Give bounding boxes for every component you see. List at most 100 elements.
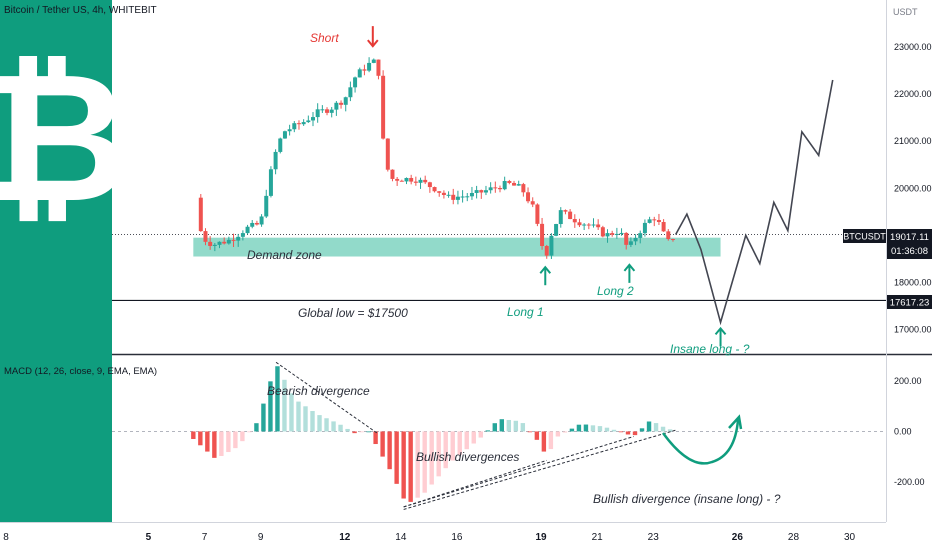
long-arrowhead-icon — [539, 265, 552, 274]
macd-histogram-bar — [212, 431, 217, 458]
candle-body — [236, 236, 241, 241]
candle-body — [357, 69, 362, 78]
candle-body — [245, 226, 250, 234]
candle-body — [638, 233, 643, 238]
candle-body — [315, 109, 320, 118]
time-tick-label: 12 — [339, 532, 351, 543]
candle-body — [516, 184, 521, 186]
candle-body — [441, 192, 446, 196]
long2-label: Long 2 — [597, 284, 634, 298]
candle-body — [254, 222, 259, 225]
candle-body — [554, 224, 559, 236]
global-low-value: 17617.23 — [890, 298, 930, 309]
price-tick-label: 20000.00 — [894, 183, 932, 193]
long1-label: Long 1 — [507, 305, 544, 319]
candle-body — [624, 232, 629, 245]
candle-body — [549, 235, 554, 256]
macd-histogram-bar — [408, 431, 413, 502]
candle-body — [610, 233, 615, 235]
macd-histogram-bar — [548, 431, 554, 450]
candle-body — [250, 222, 255, 227]
candle-body — [432, 187, 437, 192]
candle-body — [544, 246, 549, 256]
macd-histogram-bar — [331, 421, 336, 432]
candle-body — [334, 102, 339, 110]
bullish-divergences-label: Bullish divergences — [416, 450, 519, 464]
candle-body — [614, 233, 619, 235]
current-price-badge: BTCUSDT 19017.11 01:36:08 — [843, 229, 932, 259]
candle-body — [427, 182, 432, 188]
time-tick-label: 16 — [451, 532, 463, 543]
candle-body — [268, 169, 273, 196]
candle-body — [460, 196, 465, 198]
macd-histogram-bar — [492, 423, 497, 432]
price-pane[interactable] — [112, 0, 886, 353]
candle-body — [605, 233, 610, 237]
candle-body — [404, 177, 409, 182]
macd-histogram-bar — [324, 418, 329, 432]
candle-body — [306, 120, 311, 123]
candle-body — [399, 180, 404, 182]
macd-histogram-bar — [667, 429, 673, 432]
candle-body — [647, 219, 652, 223]
candle-body — [395, 178, 400, 181]
macd-histogram-bar — [464, 431, 469, 450]
macd-histogram-bar — [457, 431, 462, 455]
macd-histogram-bar — [247, 431, 252, 433]
macd-histogram-bar — [296, 401, 301, 432]
candle-body — [282, 131, 287, 139]
macd-histogram-bar — [660, 426, 666, 432]
candles-layer — [198, 57, 675, 259]
candle-body — [217, 241, 222, 245]
time-tick-label: 5 — [146, 532, 152, 543]
price-tick-label: 21000.00 — [894, 136, 932, 146]
time-tick-label: 19 — [536, 532, 548, 543]
candle-body — [497, 188, 502, 190]
candle-body — [455, 196, 460, 200]
candle-body — [362, 69, 367, 71]
macd-histogram-bar — [569, 428, 575, 432]
time-axis[interactable]: 8 5 7 9 12 14 16 19 21 23 26 28 30 — [3, 532, 855, 543]
macd-histogram-bar — [240, 431, 245, 442]
candle-body — [642, 222, 647, 234]
demand-zone-box — [193, 237, 721, 257]
macd-histogram-bar — [310, 411, 315, 432]
candle-body — [666, 231, 671, 240]
candle-body — [418, 179, 423, 183]
macd-histogram-bar — [646, 421, 652, 432]
price-tick-label: 18000.00 — [894, 277, 932, 287]
macd-histogram-bar — [436, 431, 441, 477]
macd-histogram-bar — [527, 431, 533, 433]
long-arrowhead-icon — [623, 263, 636, 272]
price-axis[interactable]: 23000.00 22000.00 21000.00 20000.00 18000.00… — [894, 42, 932, 334]
projection-path — [674, 79, 834, 326]
macd-histogram-bar — [254, 423, 259, 432]
symbol-title: Bitcoin / Tether US, 4h, WHITEBIT — [4, 5, 157, 16]
macd-histogram-bar — [618, 431, 624, 433]
candle-body — [437, 191, 442, 193]
demand-zone-label: Demand zone — [247, 248, 322, 262]
macd-histogram-bar — [597, 426, 603, 432]
macd-histogram-bar — [555, 431, 561, 437]
candle-body — [296, 123, 301, 125]
macd-histogram-bar — [632, 431, 638, 436]
candle-body — [409, 177, 414, 182]
candle-body — [633, 237, 638, 242]
global-low-label: Global low = $17500 — [298, 306, 408, 320]
candle-body — [329, 109, 334, 113]
projected-macd-curve — [661, 419, 740, 465]
candle-body — [353, 77, 358, 88]
candle-body — [390, 169, 395, 179]
macd-title: MACD (12, 26, close, 9, EMA, EMA) — [4, 366, 157, 377]
macd-axis[interactable]: 200.00 0.00 -200.00 — [894, 376, 925, 487]
candle-body — [222, 241, 227, 244]
macd-histogram-bar — [429, 431, 434, 485]
candle-body — [273, 151, 278, 170]
macd-histogram-bar — [359, 431, 364, 433]
divergence-line — [275, 361, 379, 435]
time-tick-label: 21 — [592, 532, 604, 543]
macd-histogram-bar — [611, 429, 617, 432]
macd-histogram-bar — [583, 424, 589, 432]
